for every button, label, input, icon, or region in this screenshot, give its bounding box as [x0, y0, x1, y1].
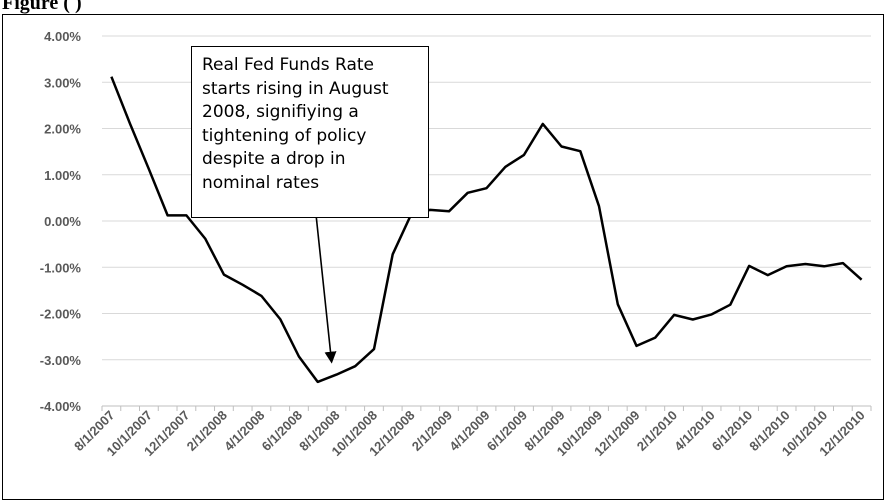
- y-tick-label: -1.00%: [40, 260, 82, 275]
- annotation-line: 2008, signifiying a: [202, 102, 359, 122]
- y-tick-label: 3.00%: [44, 75, 81, 90]
- x-tick-label: 4/1/2010: [671, 408, 717, 454]
- annotation-line: starts rising in August: [202, 78, 389, 99]
- x-tick-label: 2/1/2009: [409, 408, 455, 454]
- y-tick-label: 2.00%: [44, 122, 81, 137]
- y-tick-label: 4.00%: [44, 29, 81, 44]
- x-tick-label: 6/1/2010: [709, 408, 755, 454]
- y-tick-label: 0.00%: [44, 214, 81, 229]
- figure-title: Figure ( ): [2, 0, 82, 14]
- series-line: [110, 76, 863, 384]
- y-tick-label: -3.00%: [40, 353, 82, 368]
- x-axis: 8/1/200710/1/200712/1/20072/1/20084/1/20…: [71, 406, 872, 459]
- x-tick-label: 2/1/2010: [634, 408, 680, 454]
- annotation-line: nominal rates: [202, 172, 320, 193]
- y-tick-label: -4.00%: [40, 399, 82, 414]
- annotation-arrow: [314, 204, 337, 364]
- y-axis: 4.00% 3.00% 2.00% 1.00% 0.00% -1.00% -2.00% -3.…: [40, 29, 82, 414]
- x-tick-label: 4/1/2008: [221, 408, 267, 454]
- y-tick-label: 1.00%: [44, 168, 81, 183]
- y-tick-label: -2.00%: [40, 307, 82, 322]
- chart-frame: 4.00% 3.00% 2.00% 1.00% 0.00% -1.00% -2.00% -3.…: [2, 14, 884, 500]
- x-tick-label: 4/1/2009: [446, 408, 492, 454]
- line-chart: 4.00% 3.00% 2.00% 1.00% 0.00% -1.00% -2.00% -3.…: [40, 29, 872, 459]
- series-group: [110, 76, 863, 384]
- x-tick-label: 6/1/2008: [259, 408, 305, 454]
- annotation-box: Real Fed Funds Rate starts rising in Augu…: [191, 46, 429, 218]
- x-tick-label: 6/1/2009: [484, 408, 530, 454]
- annotation-line: Real Fed Funds Rate: [202, 55, 374, 75]
- x-tick-label: 2/1/2008: [184, 408, 230, 454]
- annotation-arrow-layer: [314, 204, 337, 364]
- annotation-line: despite a drop in: [202, 149, 346, 169]
- annotation-line: tightening of policy: [202, 125, 367, 146]
